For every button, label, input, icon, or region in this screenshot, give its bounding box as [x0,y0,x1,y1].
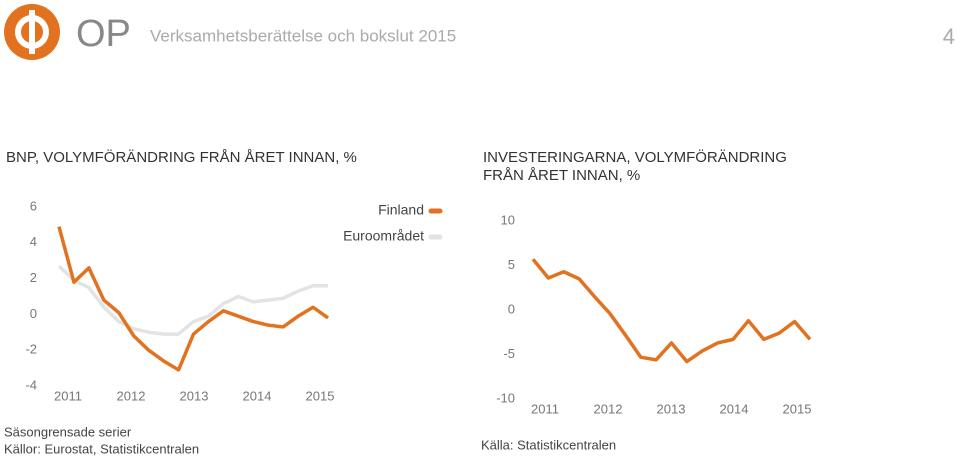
x-tick-label: 2014 [243,388,272,403]
y-tick-label: -4 [25,377,37,392]
line [57,226,330,372]
y-tick-label: 10 [501,212,515,227]
legend-label: Euroområdet [343,228,424,244]
y-tick-label: 6 [30,198,37,213]
doc-title: Verksamhetsberättelse och bokslut 2015 [150,26,456,45]
x-tick-label: 2015 [783,401,812,416]
y-tick-label: 0 [30,306,37,321]
y-tick-label: -5 [503,346,515,361]
line [57,264,328,336]
y-tick-label: -2 [25,342,37,357]
y-tick-label: -10 [496,390,515,405]
x-tick-label: 2014 [720,401,749,416]
chart-title: BNP, VOLYMFÖRÄNDRING FRÅN ÅRET INNAN, % [6,148,357,166]
chart-title: INVESTERINGARNA, VOLYMFÖRÄNDRING FRÅN ÅRE… [483,148,787,184]
legend-label: Finland [378,202,424,218]
footnote: Källor: Eurostat, Statistikcentralen [4,441,199,456]
y-tick-label: 0 [508,301,515,316]
footnote: Säsongrensade serier [4,424,132,439]
line [531,258,812,364]
y-tick-label: 2 [30,270,37,285]
y-tick-label: 5 [508,257,515,272]
logo [4,4,60,60]
x-tick-label: 2012 [117,388,146,403]
x-tick-label: 2015 [306,388,335,403]
brand: OP [76,13,131,55]
x-tick-label: 2011 [54,388,82,403]
x-tick-label: 2013 [180,388,209,403]
y-tick-label: 4 [30,234,37,249]
page-number: 4 [943,24,955,49]
source: Källa: Statistikcentralen [481,437,616,452]
x-tick-label: 2011 [531,401,559,416]
x-tick-label: 2012 [594,401,623,416]
x-tick-label: 2013 [657,401,686,416]
